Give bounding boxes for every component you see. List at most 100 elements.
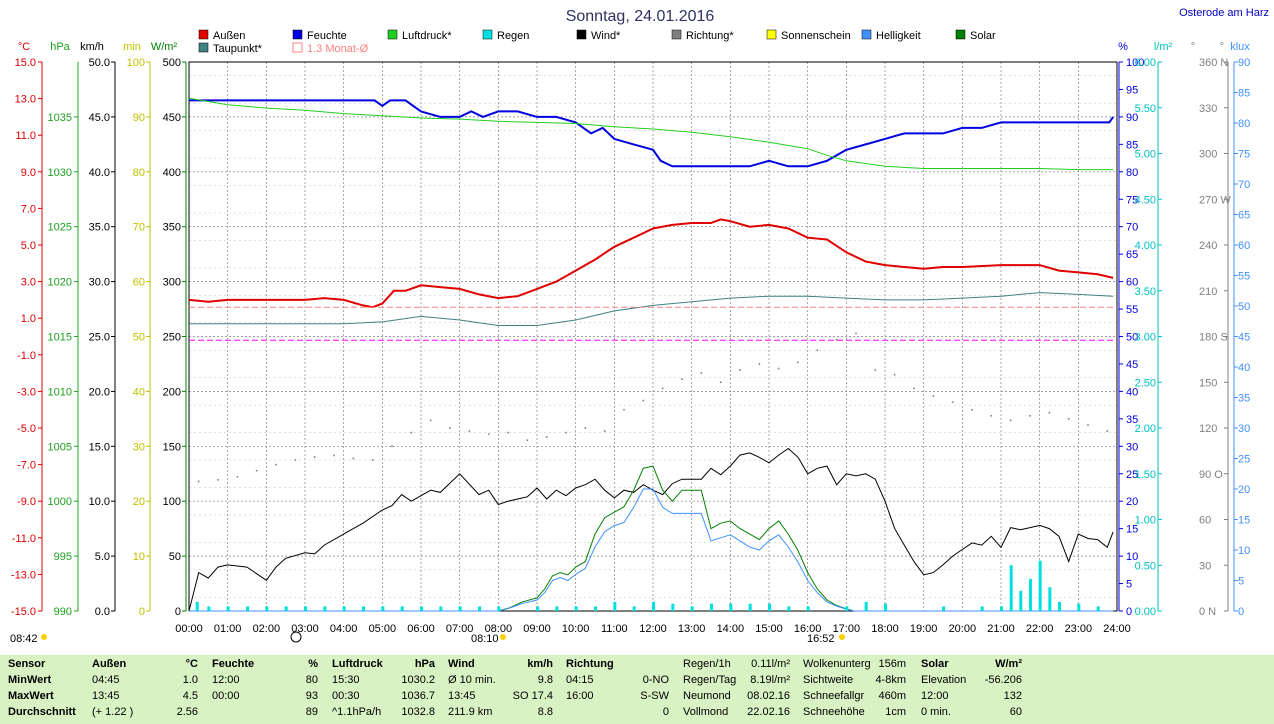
regen-value: 08.02.16 <box>747 690 790 702</box>
rain-bar <box>458 606 462 611</box>
feuchte-unit: % <box>308 658 318 670</box>
legend-swatch <box>482 29 493 40</box>
rain-bar <box>284 606 288 611</box>
tick-temp: -7.0 <box>17 460 36 472</box>
luftdruck-label: 00:30 <box>332 690 360 702</box>
tick-klux: 85 <box>1238 88 1250 100</box>
rain-bar <box>1038 560 1042 611</box>
rain-bar <box>400 606 404 611</box>
tick-hpa: 1000 <box>48 496 72 508</box>
aussen-label: 04:45 <box>92 674 120 686</box>
tick-pct: 65 <box>1126 249 1138 261</box>
direction-point <box>410 431 413 434</box>
regen-label: Regen/1h <box>683 658 731 670</box>
axis-header-deg2: ° <box>1220 41 1224 53</box>
tick-lm2: 2.00 <box>1135 423 1156 435</box>
legend-swatch <box>198 42 209 53</box>
direction-point <box>777 367 780 370</box>
tick-pct: 90 <box>1126 112 1138 124</box>
tick-kmh: 25.0 <box>89 332 110 344</box>
direction-point <box>816 349 819 352</box>
tick-wm2: 250 <box>163 332 181 344</box>
tick-x: 07:00 <box>446 623 474 635</box>
rain-bar <box>594 606 597 611</box>
aussen-header: Außen <box>92 658 127 670</box>
tick-lm2: 2.50 <box>1135 377 1156 389</box>
wind-label: 13:45 <box>448 690 476 702</box>
axis-header-hpa: hPa <box>50 41 70 53</box>
tick-pct: 0 <box>1126 606 1132 618</box>
tick-temp: 15.0 <box>15 57 36 69</box>
legend-swatch <box>292 29 303 40</box>
luftdruck-label: 15:30 <box>332 674 360 686</box>
luftdruck-unit: hPa <box>414 658 435 670</box>
tick-x: 15:00 <box>755 623 783 635</box>
tick-x: 19:00 <box>910 623 938 635</box>
legend-label: Helligkeit <box>876 30 921 42</box>
direction-point <box>565 431 567 434</box>
tick-hpa: 995 <box>54 551 72 563</box>
tick-deg: 240 <box>1199 240 1217 252</box>
tick-x: 04:00 <box>330 623 358 635</box>
rain-bar <box>265 606 269 611</box>
direction-point <box>333 454 335 457</box>
legend-swatch <box>955 29 966 40</box>
aussen-unit: °C <box>185 658 198 670</box>
rain-bar <box>613 601 617 611</box>
rain-bar <box>710 603 713 611</box>
tick-kmh: 20.0 <box>89 386 110 398</box>
tick-x: 05:00 <box>369 623 397 635</box>
chart-title: Sonntag, 24.01.2016 <box>566 8 715 25</box>
rain-bar <box>1077 603 1081 611</box>
direction-point <box>449 427 451 429</box>
tick-temp: 1.0 <box>21 313 36 325</box>
direction-point <box>739 369 741 371</box>
rain-bar <box>323 606 327 611</box>
legend-label: Taupunkt* <box>213 43 263 55</box>
legend-swatch <box>766 29 777 40</box>
rain-bar <box>342 606 346 611</box>
solar-label: 12:00 <box>921 690 949 702</box>
tick-pct: 25 <box>1126 469 1138 481</box>
solar-header: Solar <box>921 658 949 670</box>
solar-value: 132 <box>1003 690 1022 702</box>
direction-point <box>1009 419 1012 422</box>
direction-point <box>391 445 393 448</box>
sunrise-icon <box>500 634 506 640</box>
tick-temp: -5.0 <box>17 423 36 435</box>
direction-point <box>468 430 471 432</box>
tick-kmh: 5.0 <box>95 551 110 563</box>
tick-temp: -1.0 <box>17 350 36 362</box>
direction-point <box>294 459 297 461</box>
tick-pct: 80 <box>1126 167 1138 179</box>
tick-hpa: 990 <box>54 606 72 618</box>
solar-value: -56.206 <box>984 674 1022 686</box>
tick-temp: 11.0 <box>15 130 36 142</box>
tick-x: 20:00 <box>949 623 977 635</box>
wind-label: Ø 10 min. <box>448 674 496 686</box>
axis-header-pct: % <box>1118 41 1128 53</box>
richtung-header: Richtung <box>566 658 614 670</box>
direction-point <box>700 372 703 374</box>
tick-lm2: 3.50 <box>1135 286 1156 298</box>
solar-label: 0 min. <box>921 706 951 718</box>
sunrise-label: 08:10 <box>471 633 499 645</box>
rain-bar <box>555 606 559 611</box>
feuchte-value: 93 <box>305 690 318 702</box>
tick-deg: 0 N <box>1199 606 1216 618</box>
richtung-label: 04:15 <box>566 674 594 686</box>
richtung-value: 0 <box>662 706 669 718</box>
series-au-en <box>188 218 1114 309</box>
tick-hpa: 1005 <box>48 441 72 453</box>
direction-point <box>1106 430 1109 432</box>
sensor-row: Durchschnitt <box>8 706 76 718</box>
tick-min: 70 <box>133 222 145 234</box>
tick-hpa: 1030 <box>48 167 72 179</box>
sensor-row: MinWert <box>8 674 52 686</box>
rain-bar <box>362 606 365 611</box>
tick-pct: 40 <box>1126 386 1138 398</box>
legend-swatch <box>671 29 682 40</box>
rain-bar <box>632 606 636 611</box>
tick-klux: 40 <box>1238 362 1250 374</box>
direction-point <box>487 433 490 435</box>
